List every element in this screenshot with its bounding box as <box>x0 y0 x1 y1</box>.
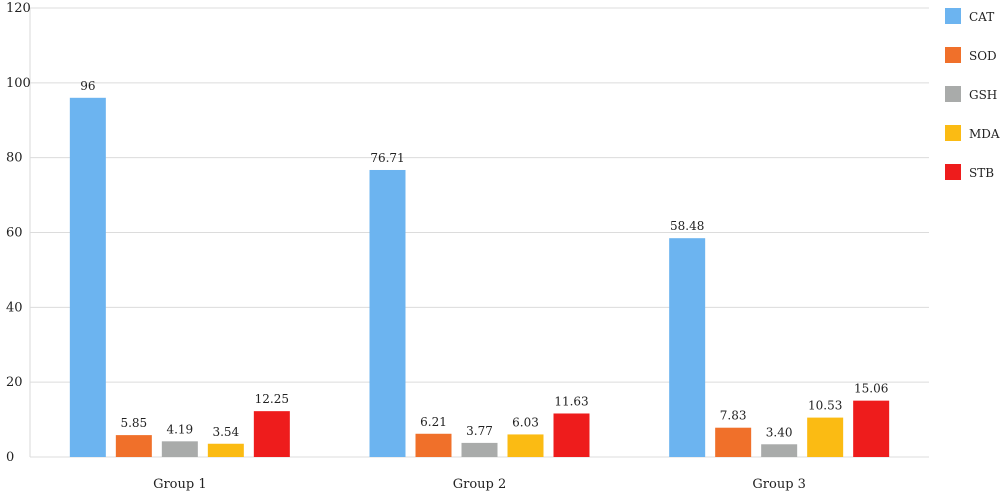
data-label: 7.83 <box>720 409 747 423</box>
y-tick-label: 20 <box>6 375 23 390</box>
x-category-label: Group 3 <box>752 477 806 492</box>
data-label: 6.21 <box>420 415 447 429</box>
x-category-label: Group 2 <box>453 477 507 492</box>
bar-stb-group-3 <box>853 400 890 457</box>
legend-label: CAT <box>969 10 994 24</box>
bar-gsh-group-3 <box>761 444 798 457</box>
x-axis-labels: Group 1 Group 2 Group 3 <box>153 477 806 492</box>
legend-label: GSH <box>969 88 997 102</box>
data-label: 76.71 <box>370 151 404 165</box>
bar-stb-group-1 <box>253 411 290 457</box>
bar-mda-group-3 <box>807 417 844 457</box>
bar-mda-group-2 <box>507 434 544 457</box>
data-labels: 96 5.85 4.19 3.54 12.25 76.71 6.21 3.77 6.03 11.6… <box>80 79 888 439</box>
gridlines <box>29 7 929 458</box>
y-tick-label: 100 <box>6 76 31 91</box>
y-tick-label: 40 <box>6 300 23 315</box>
x-category-label: Group 1 <box>153 477 207 492</box>
data-label: 58.48 <box>670 219 704 233</box>
data-label: 3.40 <box>766 425 793 439</box>
bar-gsh-group-1 <box>161 441 198 457</box>
legend-swatch-cat <box>945 8 961 24</box>
data-label: 12.25 <box>255 392 289 406</box>
legend-swatch-stb <box>945 164 961 180</box>
bar-stb-group-2 <box>553 413 590 457</box>
legend-swatch-gsh <box>945 86 961 102</box>
data-label: 3.54 <box>212 425 239 439</box>
legend: CAT SOD GSH MDA STB <box>945 8 1000 180</box>
data-label: 15.06 <box>854 382 888 396</box>
bar-cat-group-3 <box>669 238 706 457</box>
bar-mda-group-1 <box>207 443 244 457</box>
bars <box>69 97 890 458</box>
y-tick-label: 0 <box>6 450 14 465</box>
legend-label: STB <box>969 166 994 180</box>
bar-cat-group-2 <box>369 169 406 457</box>
data-label: 96 <box>80 79 95 93</box>
bar-cat-group-1 <box>69 97 106 458</box>
y-tick-label: 120 <box>6 1 31 16</box>
bar-sod-group-2 <box>415 433 452 457</box>
y-tick-label: 80 <box>6 151 23 166</box>
data-label: 6.03 <box>512 415 539 429</box>
data-label: 3.77 <box>466 424 493 438</box>
legend-label: SOD <box>969 49 997 63</box>
y-axis-ticks: 0 20 40 60 80 100 120 <box>6 1 31 465</box>
bar-sod-group-3 <box>715 427 752 457</box>
bar-sod-group-1 <box>115 435 152 457</box>
bar-gsh-group-2 <box>461 442 498 457</box>
data-label: 4.19 <box>166 422 193 436</box>
legend-swatch-mda <box>945 125 961 141</box>
legend-swatch-sod <box>945 47 961 63</box>
data-label: 5.85 <box>120 416 147 430</box>
legend-label: MDA <box>969 127 1000 141</box>
data-label: 11.63 <box>554 394 588 408</box>
data-label: 10.53 <box>808 399 842 413</box>
y-tick-label: 60 <box>6 226 23 241</box>
